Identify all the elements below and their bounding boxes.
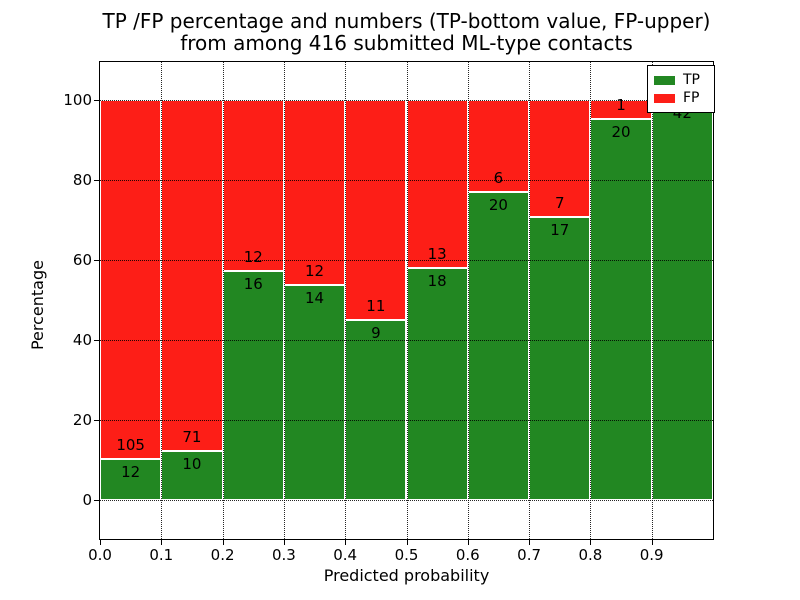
- fp-count-label: 1: [616, 96, 626, 115]
- v-gridline: [467, 62, 469, 539]
- bar-segment-fp: [100, 100, 162, 459]
- tp-count-label: 14: [305, 288, 325, 307]
- bar-segment-tp: [406, 267, 468, 500]
- chart-title-line2: from among 416 submitted ML-type contact…: [180, 31, 633, 55]
- x-tick-label: 0.0: [88, 546, 112, 564]
- y-tick-label: 0: [82, 491, 92, 509]
- tp-count-label: 9: [371, 324, 381, 342]
- y-tick-mark: [94, 180, 99, 181]
- y-tick-label: 100: [63, 91, 92, 109]
- x-tick-mark: [529, 540, 531, 545]
- legend-label-fp: FP: [683, 90, 700, 106]
- x-tick-mark: [161, 540, 163, 545]
- tp-count-label: 20: [488, 196, 508, 215]
- bar-segment-tp: [222, 271, 284, 500]
- v-gridline: [406, 62, 408, 539]
- v-gridline: [345, 62, 347, 539]
- bar-segment-fp: [406, 100, 468, 268]
- fp-count-label: 11: [366, 297, 386, 315]
- y-tick-mark: [94, 500, 99, 501]
- x-tick-label: 0.4: [333, 546, 358, 564]
- y-tick-label: 20: [72, 411, 92, 429]
- x-tick-label: 0.2: [210, 546, 235, 564]
- tp-count-label: 10: [182, 454, 202, 473]
- v-gridline: [529, 62, 531, 539]
- chart-title: TP /FP percentage and numbers (TP-bottom…: [100, 10, 713, 54]
- tp-count-label: 18: [427, 271, 447, 290]
- bar-segment-tp: [651, 100, 713, 500]
- tp-count-label: 12: [121, 462, 141, 481]
- bar-segment-tp: [345, 320, 407, 500]
- y-tick-label: 80: [72, 171, 92, 189]
- x-tick-label: 0.6: [455, 546, 480, 564]
- chart-title-line1: TP /FP percentage and numbers (TP-bottom…: [102, 9, 711, 33]
- legend-entry-tp: TP: [654, 72, 708, 88]
- plot-area: 105 12 71 10 12 16 12 14 11 9 13 18 6 20 7 17 1 20 42: [99, 61, 714, 540]
- x-tick-mark: [222, 540, 224, 545]
- bar-segment-tp: [467, 192, 530, 500]
- x-tick-mark: [345, 540, 347, 545]
- x-tick-label: 0.8: [578, 546, 603, 564]
- y-tick-mark: [94, 260, 99, 261]
- x-tick-mark: [100, 540, 101, 545]
- bar-segment-tp: [161, 450, 223, 500]
- legend-entry-fp: FP: [654, 90, 708, 106]
- bar-segment-fp: [222, 100, 284, 272]
- legend-label-tp: TP: [683, 72, 700, 88]
- x-tick-label: 0.3: [271, 546, 296, 564]
- tp-count-label: 17: [550, 220, 570, 239]
- fp-count-label: 71: [182, 427, 202, 446]
- fp-count-label: 12: [243, 248, 263, 267]
- legend-swatch-fp-icon: [654, 93, 675, 103]
- x-tick-label: 0.7: [517, 546, 542, 564]
- x-tick-label: 0.5: [394, 546, 419, 564]
- fp-count-label: 7: [554, 193, 565, 212]
- y-tick-mark: [94, 420, 99, 421]
- v-gridline: [161, 62, 163, 539]
- v-gridline: [222, 62, 224, 539]
- x-tick-mark: [651, 540, 653, 545]
- bar-segment-fp: [283, 100, 346, 285]
- v-gridline: [651, 62, 653, 539]
- v-gridline: [590, 62, 592, 539]
- x-axis-label: Predicted probability: [323, 566, 490, 585]
- x-tick-label: 0.9: [639, 546, 664, 564]
- y-tick-mark: [94, 340, 99, 341]
- x-tick-mark: [590, 540, 592, 545]
- bar-segment-fp: [161, 100, 223, 451]
- legend: TP FP: [647, 65, 715, 113]
- v-gridline: [283, 62, 285, 539]
- x-tick-mark: [283, 540, 285, 545]
- bar-segment-tp: [590, 119, 652, 500]
- tp-count-label: 20: [611, 123, 631, 142]
- bar-segment-tp: [100, 458, 162, 500]
- fp-count-label: 12: [305, 261, 325, 280]
- y-axis-label: Percentage: [28, 260, 47, 351]
- x-tick-mark: [467, 540, 469, 545]
- tp-count-label: 16: [243, 275, 263, 294]
- y-tick-label: 60: [72, 251, 92, 269]
- y-tick-mark: [94, 100, 99, 101]
- y-tick-label: 40: [72, 331, 92, 349]
- fp-count-label: 13: [427, 244, 447, 263]
- bar-segment-fp: [345, 100, 407, 320]
- bar-segment-tp: [529, 216, 591, 500]
- fp-count-label: 105: [116, 435, 145, 454]
- legend-swatch-tp-icon: [654, 75, 675, 85]
- x-tick-mark: [406, 540, 408, 545]
- fp-count-label: 6: [493, 169, 504, 188]
- bar-segment-tp: [283, 284, 346, 500]
- x-tick-label: 0.1: [149, 546, 174, 564]
